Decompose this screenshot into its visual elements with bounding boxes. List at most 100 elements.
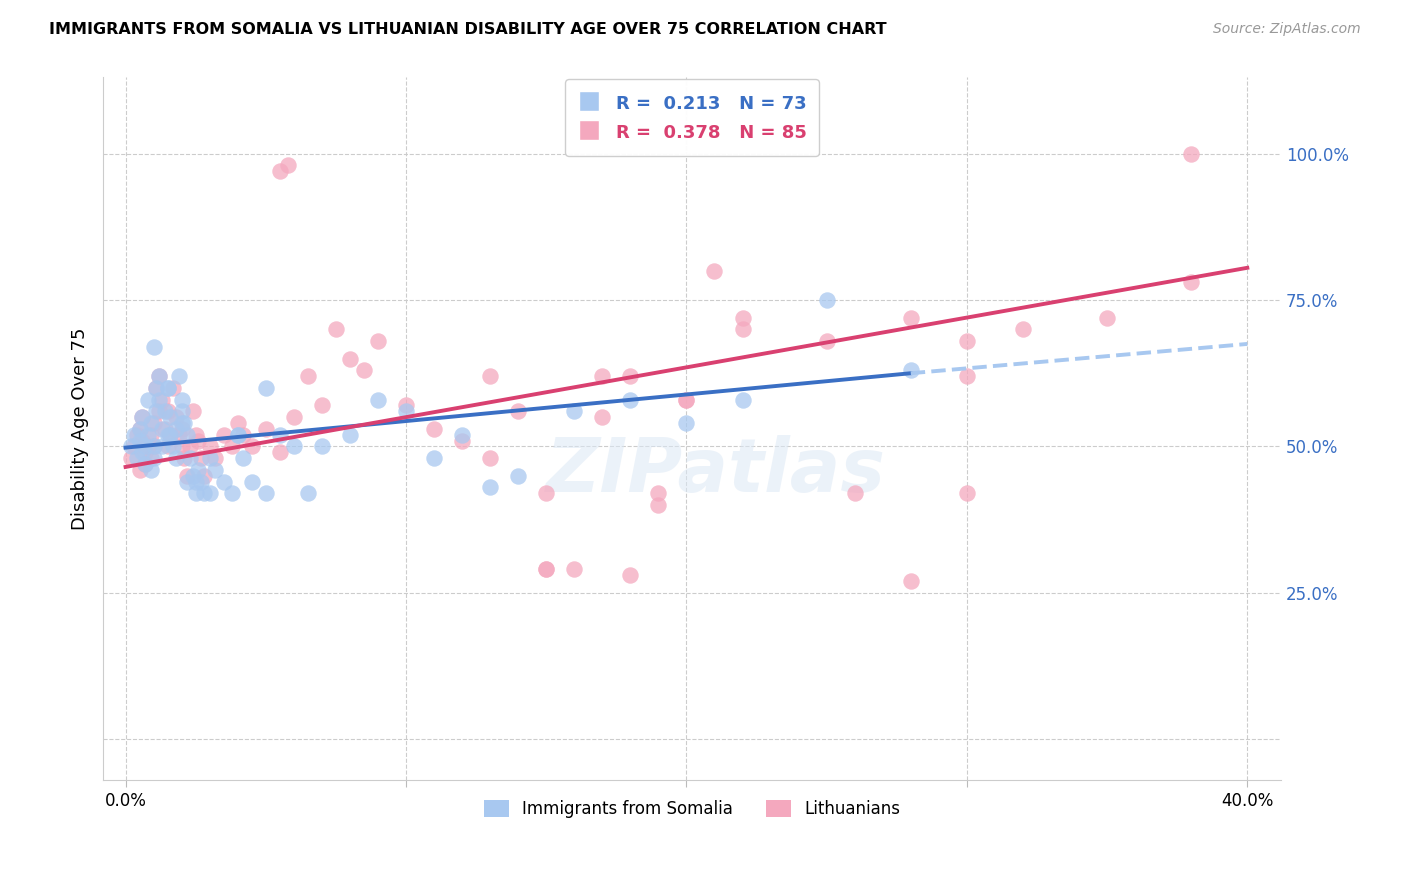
Point [162, 381, 184, 395]
Point [145, 404, 167, 418]
Point [128, 463, 150, 477]
Point [136, 392, 159, 407]
Point [451, 427, 474, 442]
Text: ZIPatlas: ZIPatlas [546, 434, 886, 508]
Point [150, 439, 173, 453]
Point [187, 434, 209, 448]
Point [142, 451, 165, 466]
Point [423, 422, 446, 436]
Point [159, 427, 181, 442]
Point [170, 416, 193, 430]
Point [170, 392, 193, 407]
Point [240, 475, 263, 489]
Point [159, 427, 181, 442]
Point [170, 422, 193, 436]
Point [136, 439, 159, 453]
Point [395, 404, 418, 418]
Point [647, 498, 669, 512]
Point [1180, 276, 1202, 290]
Point [534, 562, 557, 576]
Point [479, 480, 502, 494]
Point [619, 568, 641, 582]
Y-axis label: Disability Age Over 75: Disability Age Over 75 [72, 327, 89, 530]
Point [297, 369, 319, 384]
Point [339, 351, 361, 366]
Point [156, 381, 179, 395]
Point [204, 463, 226, 477]
Text: Source: ZipAtlas.com: Source: ZipAtlas.com [1213, 22, 1361, 37]
Point [534, 486, 557, 500]
Point [148, 404, 170, 418]
Point [156, 427, 179, 442]
Point [479, 451, 502, 466]
Point [173, 451, 195, 466]
Point [423, 451, 446, 466]
Point [162, 439, 184, 453]
Point [534, 562, 557, 576]
Point [353, 363, 375, 377]
Point [731, 392, 754, 407]
Point [844, 486, 866, 500]
Point [198, 451, 221, 466]
Point [508, 404, 530, 418]
Point [159, 410, 181, 425]
Point [125, 427, 148, 442]
Point [131, 434, 153, 448]
Point [120, 439, 142, 453]
Point [647, 486, 669, 500]
Point [254, 381, 277, 395]
Point [184, 475, 207, 489]
Point [675, 392, 697, 407]
Legend: Immigrants from Somalia, Lithuanians: Immigrants from Somalia, Lithuanians [477, 793, 907, 825]
Point [170, 404, 193, 418]
Point [139, 416, 162, 430]
Point [150, 392, 173, 407]
Point [619, 392, 641, 407]
Point [731, 310, 754, 325]
Point [156, 439, 179, 453]
Point [311, 439, 333, 453]
Point [226, 427, 249, 442]
Point [190, 451, 212, 466]
Point [675, 392, 697, 407]
Point [139, 451, 162, 466]
Point [142, 439, 165, 453]
Point [562, 404, 585, 418]
Point [125, 451, 148, 466]
Point [184, 427, 207, 442]
Point [675, 416, 697, 430]
Point [122, 427, 145, 442]
Point [134, 457, 156, 471]
Point [134, 457, 156, 471]
Point [145, 381, 167, 395]
Text: IMMIGRANTS FROM SOMALIA VS LITHUANIAN DISABILITY AGE OVER 75 CORRELATION CHART: IMMIGRANTS FROM SOMALIA VS LITHUANIAN DI… [49, 22, 887, 37]
Point [269, 164, 291, 178]
Point [176, 427, 198, 442]
Point [181, 468, 204, 483]
Point [148, 392, 170, 407]
Point [181, 404, 204, 418]
Point [277, 158, 299, 172]
Point [153, 422, 176, 436]
Point [900, 574, 922, 589]
Point [254, 486, 277, 500]
Point [170, 439, 193, 453]
Point [815, 293, 838, 307]
Point [134, 439, 156, 453]
Point [184, 486, 207, 500]
Point [145, 381, 167, 395]
Point [1012, 322, 1035, 336]
Point [165, 410, 187, 425]
Point [131, 410, 153, 425]
Point [815, 334, 838, 348]
Point [142, 439, 165, 453]
Point [703, 264, 725, 278]
Point [198, 486, 221, 500]
Point [134, 445, 156, 459]
Point [591, 410, 613, 425]
Point [226, 427, 249, 442]
Point [367, 334, 389, 348]
Point [176, 475, 198, 489]
Point [395, 399, 418, 413]
Point [221, 486, 243, 500]
